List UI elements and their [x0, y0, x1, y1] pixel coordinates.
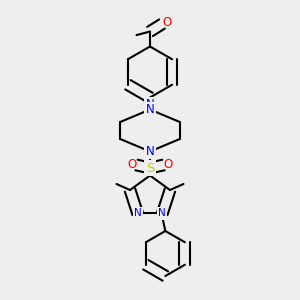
Text: S: S [146, 161, 154, 175]
Text: N: N [146, 103, 154, 116]
Text: N: N [146, 145, 154, 158]
Text: O: O [127, 158, 136, 172]
Text: N: N [134, 208, 142, 218]
Text: N: N [146, 98, 154, 112]
Text: N: N [158, 208, 166, 218]
Text: O: O [164, 158, 173, 172]
Text: O: O [162, 16, 171, 29]
